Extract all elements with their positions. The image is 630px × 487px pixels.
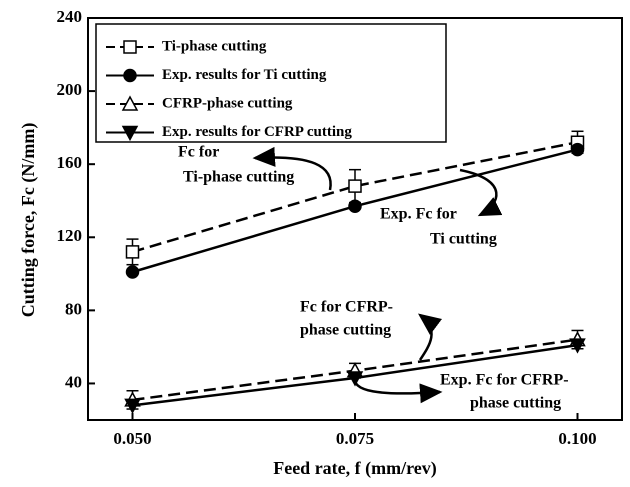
annotation: phase cutting: [300, 322, 391, 339]
marker: [124, 398, 141, 414]
annotation: Exp. Fc for: [380, 206, 457, 223]
x-tick-label: 0.100: [558, 429, 596, 448]
marker: [569, 338, 586, 354]
y-tick-label: 200: [57, 80, 83, 99]
marker: [121, 125, 139, 142]
marker: [125, 245, 140, 259]
marker: [121, 95, 139, 111]
marker: [123, 68, 137, 83]
marker: [348, 199, 362, 213]
legend-label: CFRP-phase cutting: [162, 95, 293, 111]
annotation: Fc for CFRP-: [300, 299, 393, 316]
legend: Ti-phase cutting Exp. results for Ti cutt…: [95, 23, 447, 143]
annotation: Ti-phase cutting: [183, 169, 294, 186]
x-tick-label: 0.050: [113, 429, 151, 448]
y-tick-label: 40: [65, 372, 82, 391]
y-axis-label: Cutting force, Fc (N/mm): [18, 123, 39, 318]
y-tick-label: 120: [57, 226, 83, 245]
y-tick-label: 240: [57, 7, 83, 26]
legend-label: Exp. results for Ti cutting: [162, 67, 327, 83]
annotation: Exp. Fc for CFRP-: [440, 372, 569, 389]
annotation: Fc for: [178, 144, 219, 161]
series-line: [132, 141, 578, 254]
legend-label: Ti-phase cutting: [162, 38, 267, 54]
legend-label: Exp. results for CFRP cutting: [162, 124, 352, 140]
marker: [123, 40, 137, 54]
marker: [125, 265, 140, 279]
marker: [570, 142, 585, 157]
marker: [348, 179, 362, 193]
x-axis-label: Feed rate, f (mm/rev): [273, 458, 437, 479]
x-tick-label: 0.075: [336, 429, 374, 448]
legend-frame: [95, 23, 447, 143]
annotation: phase cutting: [470, 395, 561, 412]
annotation-arrows: [252, 146, 503, 404]
y-tick-label: 160: [57, 153, 83, 172]
y-tick-label: 80: [65, 299, 82, 318]
marker: [346, 371, 364, 387]
annotation: Ti cutting: [430, 231, 497, 248]
